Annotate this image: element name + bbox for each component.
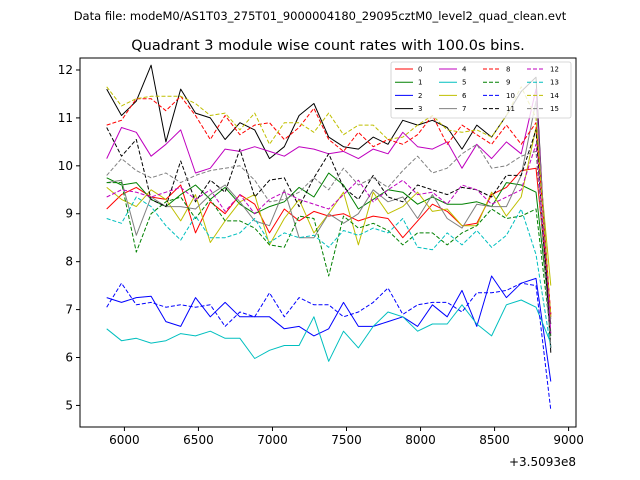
x-tick-label: 9000 [553, 433, 584, 447]
legend-label-10: 10 [506, 92, 515, 100]
x-tick-label: 7000 [257, 433, 288, 447]
chart-title: Quadrant 3 module wise count rates with … [131, 38, 525, 54]
y-tick-label: 11 [58, 111, 73, 125]
series-line-11 [106, 127, 552, 348]
series-line-1 [106, 172, 552, 325]
axes-background [80, 58, 576, 427]
x-tick-label: 6000 [109, 433, 140, 447]
x-tick-label: 8500 [479, 433, 510, 447]
legend-label-2: 2 [418, 92, 422, 100]
series-line-3 [106, 64, 552, 353]
y-tick-label: 12 [58, 63, 73, 77]
series-line-0 [106, 167, 552, 315]
plot-area [79, 57, 577, 428]
y-tick-label: 6 [65, 351, 73, 365]
legend-label-7: 7 [462, 105, 466, 113]
legend-label-3: 3 [418, 105, 422, 113]
y-tick-label: 9 [65, 207, 73, 221]
legend-label-0: 0 [418, 66, 422, 74]
x-tick-label: 6500 [183, 433, 214, 447]
series-line-14 [106, 86, 552, 317]
y-tick-label: 8 [65, 255, 73, 269]
series-line-12 [106, 143, 552, 317]
x-offset-label: +3.5093e8 [509, 455, 576, 469]
legend-label-5: 5 [462, 79, 466, 87]
x-axis: 6000 6500 7000 7500 8000 8500 9000 [109, 427, 584, 447]
series-line-2 [106, 275, 552, 382]
y-tick-label: 10 [58, 159, 73, 173]
x-tick-label: 7500 [331, 433, 362, 447]
x-tick-label: 8000 [405, 433, 436, 447]
suptitle: Data file: modeM0/AS1T03_275T01_90000041… [74, 9, 567, 23]
legend-label-12: 12 [550, 66, 559, 74]
series-line-13 [106, 196, 552, 348]
legend-label-6: 6 [462, 92, 467, 100]
series-line-7 [106, 100, 552, 320]
series-line-10 [106, 282, 552, 411]
y-tick-label: 7 [65, 303, 73, 317]
legend-label-9: 9 [506, 79, 510, 87]
legend-label-14: 14 [550, 92, 559, 100]
y-tick-label: 5 [65, 398, 73, 412]
axes-frame [79, 57, 577, 428]
series-layer [106, 64, 552, 411]
legend-label-13: 13 [550, 79, 559, 87]
legend-label-8: 8 [506, 66, 510, 74]
series-line-9 [106, 182, 552, 336]
series-line-15 [106, 143, 552, 348]
y-axis: 5 6 7 8 9 10 11 12 [58, 63, 80, 412]
series-line-5 [106, 299, 552, 362]
legend-label-4: 4 [462, 66, 467, 74]
legend-label-11: 11 [506, 105, 515, 113]
legend-label-1: 1 [418, 79, 422, 87]
legend-box [390, 61, 572, 119]
legend-label-15: 15 [550, 105, 559, 113]
